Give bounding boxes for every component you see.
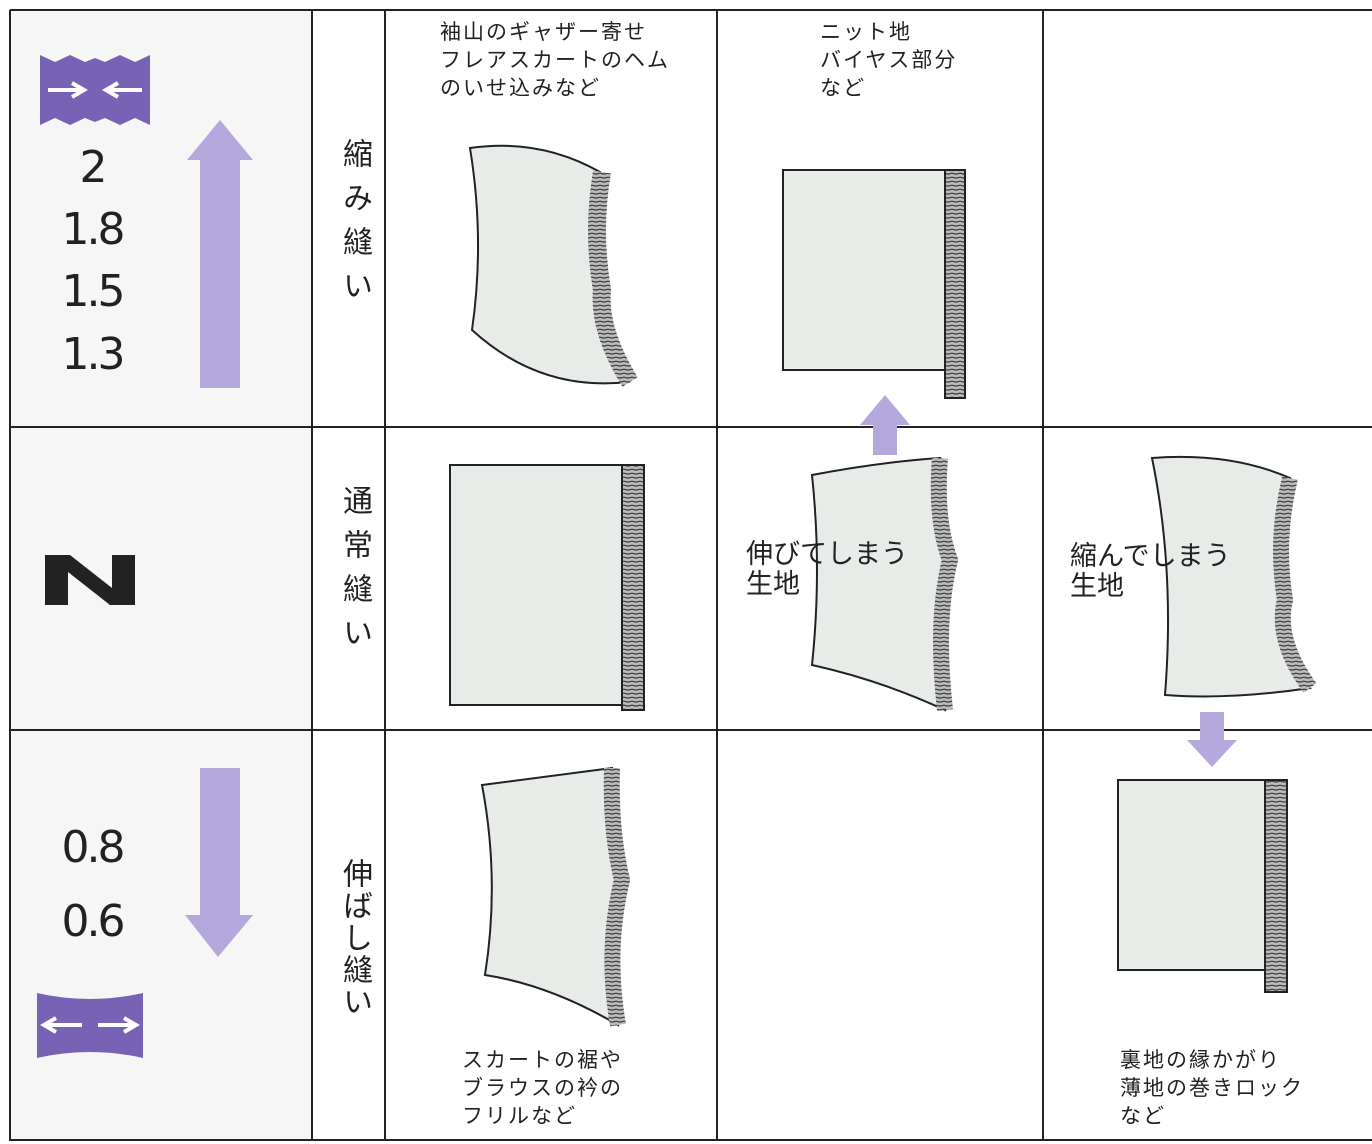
row-label: 通常縫い bbox=[337, 485, 372, 661]
up-arrow-small bbox=[860, 395, 910, 455]
stretch-icon bbox=[37, 993, 143, 1058]
text-line: スカートの裾や bbox=[462, 1048, 623, 1072]
setting: 2 bbox=[79, 142, 108, 193]
note: 袖山のギャザー寄せ フレアスカートのヘム のいせ込みなど bbox=[440, 18, 670, 102]
up-arrow bbox=[187, 120, 253, 388]
down-arrow bbox=[185, 768, 253, 957]
text-line: のいせ込みなど bbox=[440, 76, 601, 100]
text-line: 生地 bbox=[746, 569, 800, 600]
setting: 1.5 bbox=[61, 266, 126, 317]
text-line: フレアスカートのヘム bbox=[440, 48, 670, 72]
text-line: 伸びてしまう bbox=[746, 539, 908, 570]
setting: 1.3 bbox=[61, 329, 126, 380]
row-label: 伸ばし縫い bbox=[337, 858, 372, 1018]
text-line: ニット地 bbox=[820, 20, 912, 44]
setting: 0.6 bbox=[61, 896, 126, 947]
text-line: 縮んでしまう bbox=[1070, 541, 1231, 572]
note: スカートの裾や ブラウスの衿の フリルなど bbox=[462, 1046, 623, 1130]
down-arrow-small bbox=[1187, 712, 1237, 767]
text-line: など bbox=[820, 76, 866, 100]
n-symbol bbox=[45, 555, 135, 605]
text-line: バイヤス部分 bbox=[820, 48, 958, 72]
text-line: ブラウスの衿の bbox=[462, 1076, 623, 1100]
text-line: フリルなど bbox=[462, 1104, 577, 1128]
note: 縮んでしまう 生地 bbox=[1070, 542, 1231, 602]
setting: 0.8 bbox=[61, 822, 126, 873]
note: ニット地バイヤス部分 など bbox=[820, 18, 957, 102]
shrink-icon bbox=[40, 55, 150, 125]
row-label: 縮み縫い bbox=[337, 138, 372, 314]
fabric-drawings bbox=[449, 144, 1317, 1027]
setting: 1.8 bbox=[61, 204, 126, 255]
note: 伸びてしまう 生地 bbox=[746, 540, 908, 600]
note: 裏地の縁かがり 薄地の巻きロック など bbox=[1120, 1046, 1304, 1130]
text-line: 生地 bbox=[1070, 571, 1124, 602]
text-line: など bbox=[1120, 1104, 1166, 1128]
text-line: 袖山のギャザー寄せ bbox=[440, 20, 647, 44]
text-line: 薄地の巻きロック bbox=[1120, 1076, 1304, 1100]
text-line: 裏地の縁かがり bbox=[1120, 1048, 1281, 1072]
table-grid bbox=[9, 9, 1372, 1141]
